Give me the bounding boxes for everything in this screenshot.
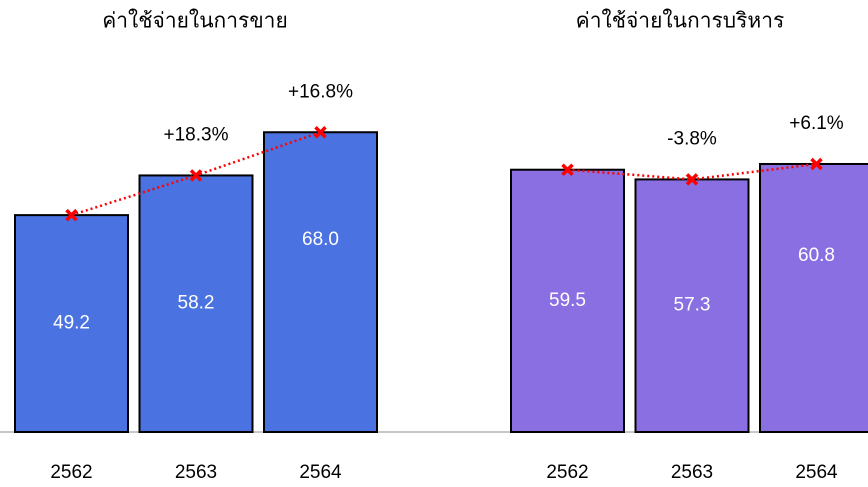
bar [263, 131, 378, 433]
x-tick-label: 2563 [175, 462, 217, 483]
value-label: 68.0 [302, 229, 339, 250]
bar [510, 168, 625, 433]
value-label: 59.5 [549, 290, 586, 311]
x-tick-label: 2562 [50, 462, 92, 483]
x-tick-label: 2563 [671, 462, 713, 483]
bar [14, 214, 129, 433]
value-label: 57.3 [674, 295, 711, 316]
trend-marker [314, 126, 327, 139]
bar [138, 174, 254, 434]
x-tick-label: 2564 [795, 462, 838, 483]
value-label: 60.8 [798, 245, 835, 266]
trend-marker [685, 173, 699, 186]
chart-title: ค่าใช้จ่ายในการบริหาร [576, 9, 785, 33]
annotation: +16.8% [288, 81, 353, 102]
value-label: 58.2 [178, 293, 215, 314]
trend-marker [65, 208, 78, 222]
bar [634, 178, 750, 433]
trend-marker [810, 157, 823, 171]
trend-marker [561, 163, 574, 176]
annotation: +6.1% [789, 113, 844, 134]
trend-marker [189, 169, 203, 182]
x-tick-label: 2562 [546, 462, 588, 483]
x-tick-label: 2564 [299, 462, 342, 483]
value-label: 49.2 [53, 313, 90, 334]
trend-line [567, 162, 817, 181]
annotation: +18.3% [164, 124, 229, 145]
chart-title: ค่าใช้จ่ายในการขาย [102, 9, 288, 33]
bar [759, 162, 868, 433]
annotation: -3.8% [667, 128, 717, 149]
